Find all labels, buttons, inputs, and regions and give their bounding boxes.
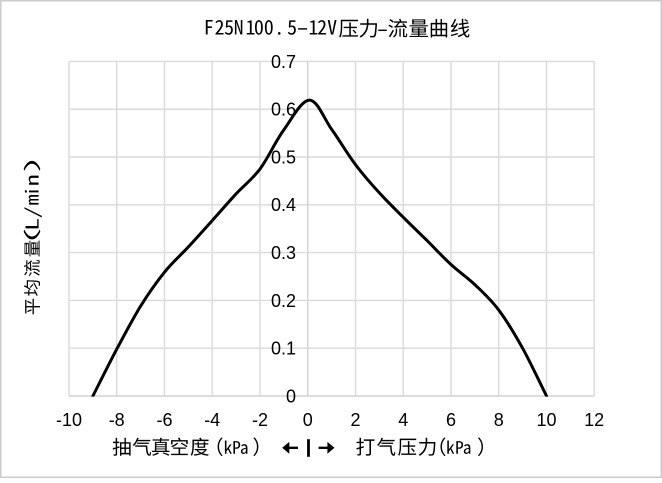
svg-text:0.6: 0.6 [271, 100, 296, 120]
svg-text:0.4: 0.4 [271, 195, 296, 215]
svg-text:0.7: 0.7 [271, 52, 296, 72]
svg-text:-2: -2 [252, 410, 268, 430]
svg-text:12: 12 [584, 410, 604, 430]
svg-text:2: 2 [350, 410, 360, 430]
svg-text:0.3: 0.3 [271, 243, 296, 263]
svg-text:4: 4 [398, 410, 408, 430]
svg-text:-10: -10 [56, 410, 82, 430]
svg-text:0: 0 [303, 410, 313, 430]
svg-text:0: 0 [286, 386, 296, 406]
svg-text:-8: -8 [109, 410, 125, 430]
svg-text:0.2: 0.2 [271, 291, 296, 311]
svg-text:-6: -6 [156, 410, 172, 430]
svg-text:6: 6 [446, 410, 456, 430]
svg-text:0.5: 0.5 [271, 147, 296, 167]
svg-text:10: 10 [536, 410, 556, 430]
svg-text:0.1: 0.1 [271, 339, 296, 359]
svg-text:-4: -4 [204, 410, 220, 430]
svg-text:8: 8 [494, 410, 504, 430]
